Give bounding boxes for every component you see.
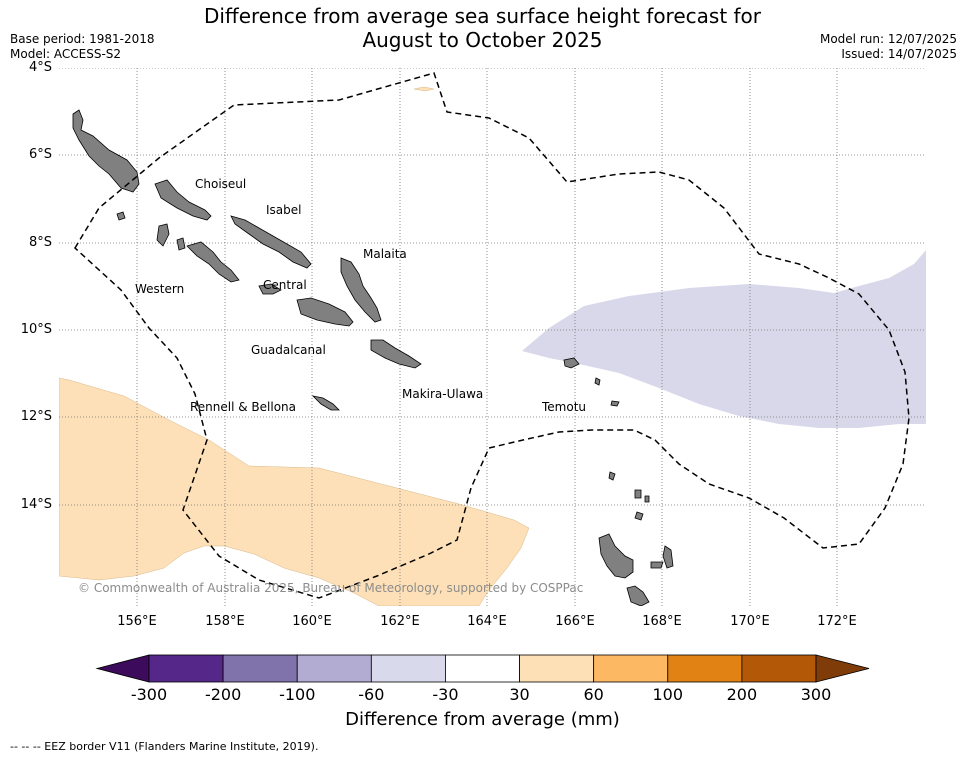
island-ranongga: [176, 237, 186, 251]
title-line-2: August to October 2025: [362, 28, 603, 52]
copyright-notice: © Commonwealth of Australia 2025, Bureau…: [78, 581, 584, 595]
island-ambae: [650, 561, 664, 569]
colorbar-cell: [593, 654, 669, 683]
colorbar-cell: [370, 654, 446, 683]
colorbar: [95, 654, 870, 683]
island-small-2: [608, 471, 616, 481]
island-small-4: [610, 400, 620, 407]
lon-label-158e: 158°E: [205, 614, 245, 629]
island-santa-cruz: [563, 357, 580, 369]
island-malakula: [626, 585, 650, 606]
island-malaita: [340, 257, 382, 323]
island-makira: [370, 339, 422, 369]
island-small-5: [644, 495, 650, 503]
lat-label-10s: 10°S: [20, 322, 52, 337]
lon-label-166e: 166°E: [555, 614, 595, 629]
place-label-choiseul: Choiseul: [195, 177, 247, 191]
base-period: Base period: 1981-2018: [10, 32, 155, 46]
land-masses: [72, 109, 674, 606]
model-run: Model run: 12/07/2025: [819, 32, 957, 46]
island-bougainville: [72, 109, 140, 193]
colorbar-cell: [741, 654, 817, 683]
island-rennell: [311, 395, 340, 411]
colorbar-tick-label: -300: [130, 685, 168, 704]
colorbar-cell: [296, 654, 372, 683]
lon-label-172e: 172°E: [817, 614, 857, 629]
island-vella-lavella: [156, 223, 170, 247]
positive-anomaly-area: [59, 377, 530, 606]
lat-label-8s: 8°S: [28, 235, 52, 250]
colorbar-cell: [222, 654, 298, 683]
lon-label-170e: 170°E: [730, 614, 770, 629]
lon-label-156e: 156°E: [117, 614, 157, 629]
eez-border: [74, 72, 910, 599]
negative-anomaly-area: [522, 250, 926, 428]
place-label-guadalcanal: Guadalcanal: [251, 343, 326, 357]
colorbar-extend-min: [95, 654, 150, 683]
island-florida: [258, 283, 282, 295]
colorbar-tick-label: -30: [432, 685, 459, 704]
place-label-western: Western: [135, 282, 185, 296]
lon-label-160e: 160°E: [292, 614, 332, 629]
colorbar-tick-label: 300: [800, 685, 832, 704]
place-label-central: Central: [263, 278, 307, 292]
island-espiritu-santo: [598, 533, 634, 579]
island-guadalcanal: [296, 297, 354, 327]
lon-label-162e: 162°E: [380, 614, 420, 629]
island-small-1: [634, 511, 644, 521]
map-title: Difference from average sea surface heig…: [0, 4, 965, 52]
colorbar-extend-max: [815, 654, 870, 683]
colorbar-cell: [148, 654, 224, 683]
eez-legend: -- -- -- EEZ border V11 (Flanders Marine…: [10, 740, 319, 753]
gridlines: [59, 68, 926, 606]
issued-date: Issued: 14/07/2025: [841, 47, 957, 61]
meta-left: Base period: 1981-2018 Model: ACCESS-S2: [10, 32, 155, 62]
title-line-1: Difference from average sea surface heig…: [203, 4, 762, 28]
colorbar-tick-label: 30: [509, 685, 530, 704]
map-panel: [59, 68, 926, 606]
place-label-isabel: Isabel: [266, 203, 302, 217]
colorbar-tick-label: -200: [204, 685, 242, 704]
island-new-georgia: [186, 241, 240, 283]
lat-label-6s: 6°S: [28, 147, 52, 162]
lat-label-12s: 12°S: [20, 409, 52, 424]
island-choiseul: [154, 179, 212, 221]
colorbar-label: Difference from average (mm): [345, 709, 620, 730]
island-banks: [634, 489, 642, 499]
meta-right: Model run: 12/07/2025 Issued: 14/07/2025: [820, 32, 957, 62]
model-name: Model: ACCESS-S2: [10, 47, 122, 61]
place-label-rennell-bellona: Rennell & Bellona: [190, 400, 297, 414]
place-label-temotu: Temotu: [542, 400, 587, 414]
island-maewo: [662, 545, 674, 569]
colorbar-tick-label: 100: [652, 685, 684, 704]
lat-label-4s: 4°S: [28, 60, 52, 75]
colorbar-tick-label: 200: [726, 685, 758, 704]
colorbar-cell: [445, 654, 520, 683]
colorbar-tick-label: 60: [583, 685, 604, 704]
island-isabel: [230, 215, 312, 269]
place-label-makira-ulawa: Makira-Ulawa: [402, 387, 484, 401]
place-label-malaita: Malaita: [363, 247, 407, 261]
colorbar-tick-label: -100: [279, 685, 316, 704]
lat-label-14s: 14°S: [20, 497, 52, 512]
map-canvas: [59, 68, 926, 606]
lon-label-168e: 168°E: [642, 614, 682, 629]
colorbar-tick-label: -60: [358, 685, 385, 704]
island-shortlands: [116, 211, 126, 221]
lon-label-164e: 164°E: [467, 614, 507, 629]
colorbar-cell: [667, 654, 743, 683]
positive-anomaly-speck: [413, 86, 435, 92]
colorbar-cell: [519, 654, 595, 683]
island-small-3: [594, 377, 601, 386]
